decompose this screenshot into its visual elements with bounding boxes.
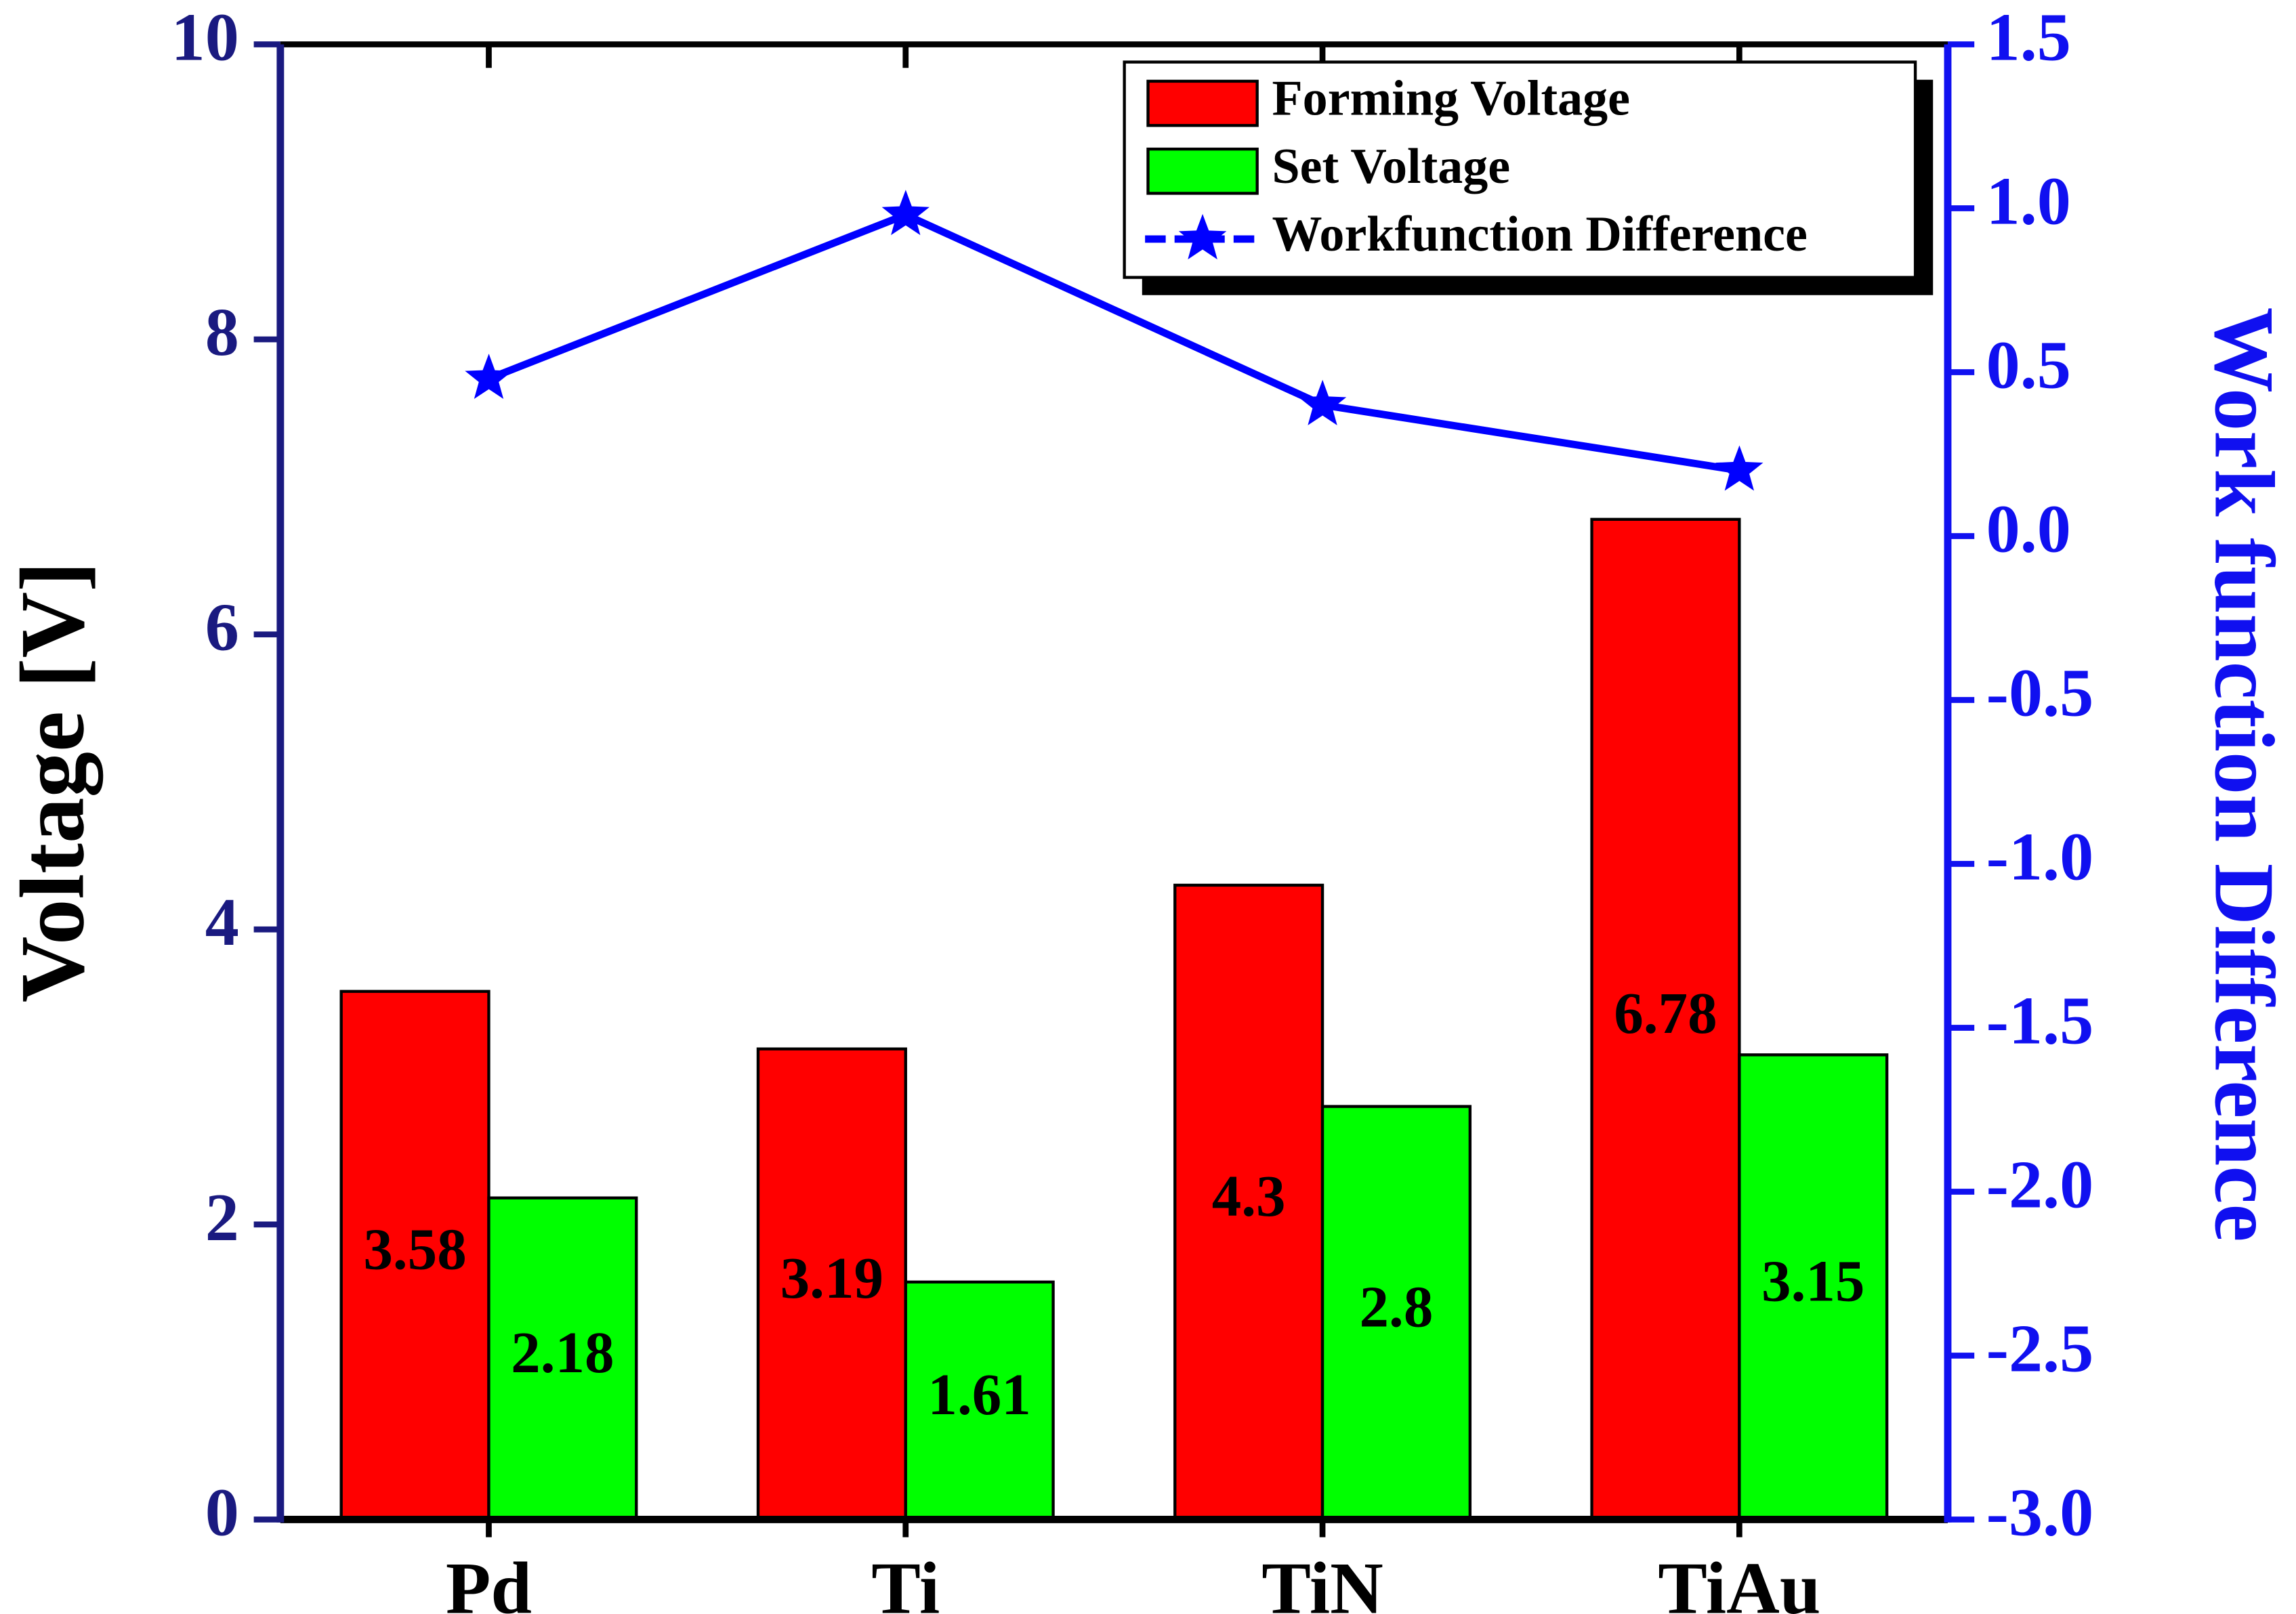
- data-label: 2.8: [1360, 1274, 1434, 1340]
- line: [487, 211, 1740, 475]
- data-label: 2.18: [511, 1319, 614, 1385]
- y-tick-label: 4: [205, 885, 239, 960]
- legend-swatch: [1146, 147, 1259, 195]
- bar: [904, 1280, 1055, 1521]
- y-tick-label: 6: [205, 590, 239, 665]
- legend-swatch: [1146, 79, 1259, 127]
- legend-label: Workfunction Difference: [1272, 207, 1807, 262]
- x-tick-label: Ti: [871, 1548, 940, 1614]
- bar: [1590, 517, 1741, 1521]
- x-tick-label: TiAu: [1658, 1548, 1820, 1614]
- y-axis-title: Voltage [V]: [2, 561, 103, 1002]
- y2-tick-label: -3.0: [1986, 1474, 2094, 1550]
- bar: [756, 1047, 907, 1521]
- bar: [339, 990, 490, 1521]
- marker: [1715, 445, 1763, 491]
- y2-tick-label: -0.5: [1986, 655, 2094, 730]
- legend-label: Set Voltage: [1272, 139, 1510, 194]
- y2-tick-label: 0.0: [1986, 491, 2071, 566]
- y2-tick-label: 1.5: [1986, 0, 2071, 75]
- y2-tick-label: -2.0: [1986, 1147, 2094, 1222]
- data-label: 3.15: [1761, 1248, 1864, 1313]
- data-label: 3.58: [363, 1216, 466, 1282]
- y-tick-label: 2: [205, 1180, 239, 1255]
- bar: [1738, 1053, 1889, 1521]
- y-tick-label: 10: [171, 0, 239, 75]
- y-tick-label: 8: [205, 295, 239, 370]
- data-label: 6.78: [1614, 980, 1717, 1046]
- data-label: 3.19: [780, 1245, 883, 1311]
- y2-tick-label: 0.5: [1986, 327, 2071, 402]
- data-label: 4.3: [1212, 1163, 1286, 1229]
- legend-label: Forming Voltage: [1272, 71, 1630, 127]
- marker: [465, 354, 513, 400]
- y2-tick-label: -2.5: [1986, 1311, 2094, 1386]
- y2-tick-label: 1.0: [1986, 163, 2071, 238]
- marker: [881, 190, 930, 236]
- legend-marker: [1178, 213, 1227, 260]
- y2-tick-label: -1.0: [1986, 819, 2094, 894]
- bar: [487, 1196, 638, 1521]
- bar: [1320, 1105, 1472, 1521]
- x-tick-label: Pd: [446, 1548, 532, 1614]
- y-tick-label: 0: [205, 1474, 239, 1550]
- bar: [1173, 883, 1324, 1521]
- x-tick-label: TiN: [1261, 1548, 1383, 1614]
- y2-tick-label: -1.5: [1986, 983, 2094, 1058]
- marker: [1298, 379, 1347, 425]
- y2-axis-title: Work function Difference: [2197, 307, 2292, 1242]
- data-label: 1.61: [927, 1361, 1030, 1427]
